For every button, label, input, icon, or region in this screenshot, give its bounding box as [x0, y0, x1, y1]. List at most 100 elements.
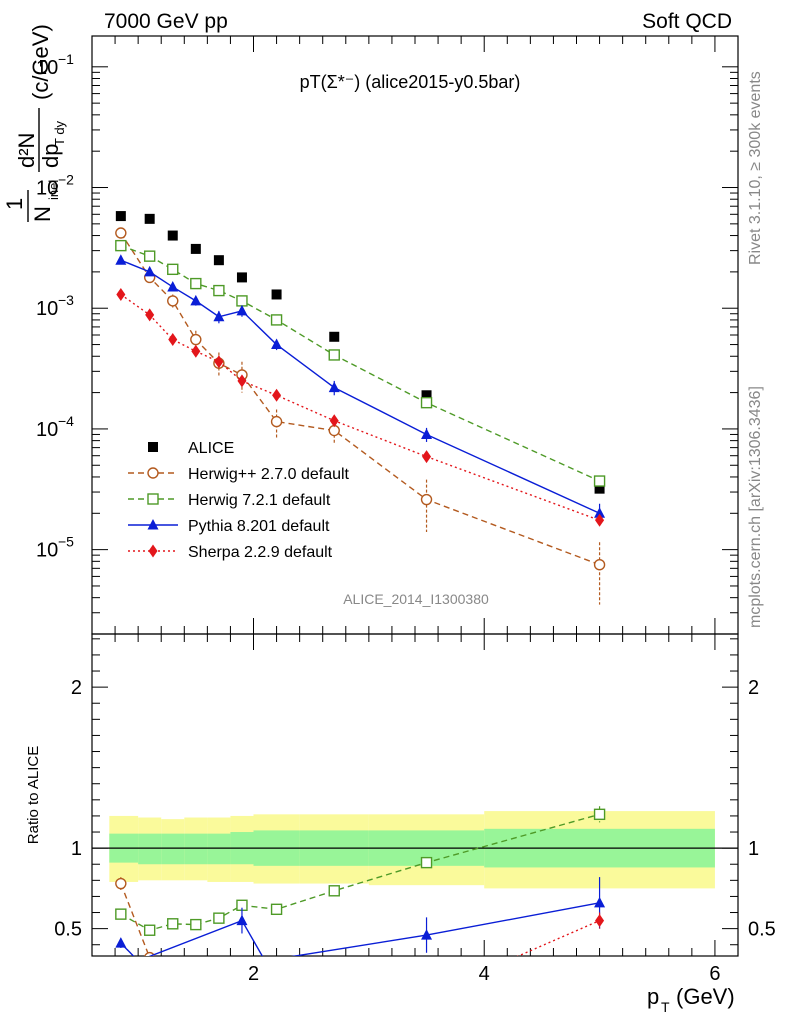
main-herwig-2-7-0-default-line: [120, 232, 600, 566]
header-left: 7000 GeV pp: [104, 10, 228, 33]
ylabel-tdy-sub: T dy: [52, 120, 67, 146]
ratio-pythia-8-201-default-point: [236, 914, 248, 926]
main-alice-point: [271, 289, 282, 300]
main-sherpa-2-2-9-default-point: [595, 513, 605, 527]
xlabel-unit: (GeV): [676, 984, 735, 1009]
main-herwig-7-2-1-default-point: [190, 277, 202, 290]
ratio-stat-band: [184, 833, 208, 865]
main-alice-point: [213, 255, 224, 266]
main-alice-point: [167, 230, 178, 241]
legend-label: ALICE: [188, 440, 234, 457]
ylabel-unit: (c/GeV): [28, 24, 53, 100]
main-herwig-2-7-0-default-point: [270, 415, 283, 428]
main-alice-point: [329, 331, 340, 342]
main-alice-point: [594, 483, 605, 494]
xlabel-p: p: [647, 984, 659, 1009]
legend-marker: [147, 493, 159, 505]
main-y-tick-label: 10: [36, 540, 58, 562]
ratio-pythia-8-201-default-line: [120, 902, 600, 956]
main-pythia-8-201-default-point: [328, 381, 340, 393]
legend-label: Herwig 7.2.1 default: [188, 492, 331, 509]
main-herwig-7-2-1-default-point: [593, 475, 606, 487]
ylabel-dp: dp: [38, 144, 63, 168]
main-pythia-8-201-default-point: [271, 338, 283, 350]
ratio-pythia-8-201-default-point: [421, 929, 433, 940]
ratio-herwig-7-2-1-default-line: [120, 813, 600, 931]
main-sherpa-2-2-9-default-point: [214, 355, 224, 369]
legend: ALICE Herwig++ 2.7.0 default Herwig 7.2.1 …: [128, 440, 350, 561]
main-herwig-2-7-0-default-point: [420, 493, 433, 506]
main-herwig-7-2-1-default-point: [420, 396, 433, 409]
main-y-tick-exponent: −5: [58, 534, 74, 550]
main-series-layer: [115, 211, 606, 605]
ratio-herwig-2-7-0-default-point: [115, 877, 127, 890]
legend-marker: [148, 544, 158, 558]
main-title: pT(Σ*⁻) (alice2015-y0.5bar): [300, 72, 521, 92]
x-tick-label: 4: [479, 963, 490, 985]
main-alice-point: [421, 390, 432, 401]
legend-label: Herwig++ 2.7.0 default: [188, 466, 350, 483]
main-herwig-2-7-0-default-point: [190, 333, 202, 346]
main-herwig-7-2-1-default-point: [328, 349, 340, 361]
main-sherpa-2-2-9-default-point: [272, 388, 282, 402]
mcplots-label: mcplots.cern.ch [arXiv:1306.3436]: [747, 386, 764, 628]
main-sherpa-2-2-9-default-point: [168, 333, 178, 347]
ylabel-n-inel: N: [30, 206, 55, 222]
main-sherpa-2-2-9-default-point: [237, 374, 247, 388]
ratio-y-tick-label-right: 2: [748, 677, 759, 699]
ratio-bands: [92, 811, 738, 889]
main-pythia-8-201-default-point: [594, 507, 606, 518]
main-alice-point: [144, 213, 155, 224]
ratio-y-tick-label-right: 1: [748, 838, 759, 860]
ratio-sherpa-2-2-9-default-point: [595, 914, 605, 928]
main-y-tick-label: 10: [36, 178, 58, 200]
main-herwig-7-2-1-default-point: [236, 295, 248, 307]
ratio-stat-band: [161, 833, 185, 865]
ratio-herwig-7-2-1-default-point: [213, 912, 225, 924]
ratio-herwig-2-7-0-default-line: [120, 883, 150, 956]
ratio-herwig-2-7-0-default-point: [144, 951, 156, 956]
main-pythia-8-201-default-point: [213, 310, 225, 322]
main-alice-point: [236, 272, 247, 283]
main-alice-point: [115, 211, 126, 222]
main-herwig-7-2-1-default-point: [270, 314, 283, 326]
main-pythia-8-201-default-point: [167, 280, 179, 292]
ratio-y-axis-label: Ratio to ALICE: [25, 746, 42, 844]
main-pythia-8-201-default-point: [144, 265, 156, 277]
ylabel-d2n: d²N: [14, 133, 39, 168]
x-axis-label: p T (GeV): [647, 984, 735, 1015]
main-herwig-2-7-0-default-point: [167, 295, 179, 307]
analysis-watermark: ALICE_2014_I1300380: [343, 591, 489, 607]
main-pythia-8-201-default-point: [190, 294, 202, 306]
x-tick-label: 6: [709, 963, 720, 985]
ratio-herwig-7-2-1-default-point: [167, 918, 179, 930]
ratio-herwig-7-2-1-default-point: [270, 903, 283, 916]
main-y-axis-label: 1 N inel d²N dp T dy (c/GeV): [2, 24, 67, 222]
main-herwig-7-2-1-default-line: [120, 244, 600, 482]
ratio-y-tick-label-left: 1: [71, 838, 82, 860]
main-y-tick-label: 10: [36, 57, 58, 79]
main-herwig-2-7-0-default-point: [593, 559, 606, 571]
ratio-pythia-8-201-default-point: [594, 896, 606, 908]
x-tick-label: 2: [248, 963, 259, 985]
ratio-y-tick-label-left: 2: [71, 677, 82, 699]
ratio-herwig-7-2-1-default-point: [143, 924, 156, 936]
main-sherpa-2-2-9-default-point: [145, 308, 155, 322]
main-pythia-8-201-default-point: [421, 428, 433, 439]
ratio-herwig-7-2-1-default-point: [420, 856, 433, 869]
main-pythia-8-201-default-line: [120, 259, 600, 514]
ratio-stat-band: [207, 833, 231, 865]
ratio-sherpa-2-2-9-default-line: [516, 919, 600, 956]
ratio-pythia-8-201-default-point: [115, 937, 127, 948]
rivet-label: Rivet 3.1.10, ≥ 300k events: [747, 71, 764, 265]
legend-label: Pythia 8.201 default: [188, 518, 330, 535]
ratio-herwig-7-2-1-default-point: [593, 808, 606, 821]
main-herwig-2-7-0-default-point: [115, 227, 127, 239]
ratio-herwig-7-2-1-default-point: [328, 885, 340, 897]
legend-marker: [148, 442, 158, 452]
main-pythia-8-201-default-point: [236, 304, 248, 316]
main-sherpa-2-2-9-default-point: [191, 344, 201, 358]
main-alice-point: [190, 243, 201, 254]
ylabel-inel-sub: inel: [46, 180, 61, 200]
